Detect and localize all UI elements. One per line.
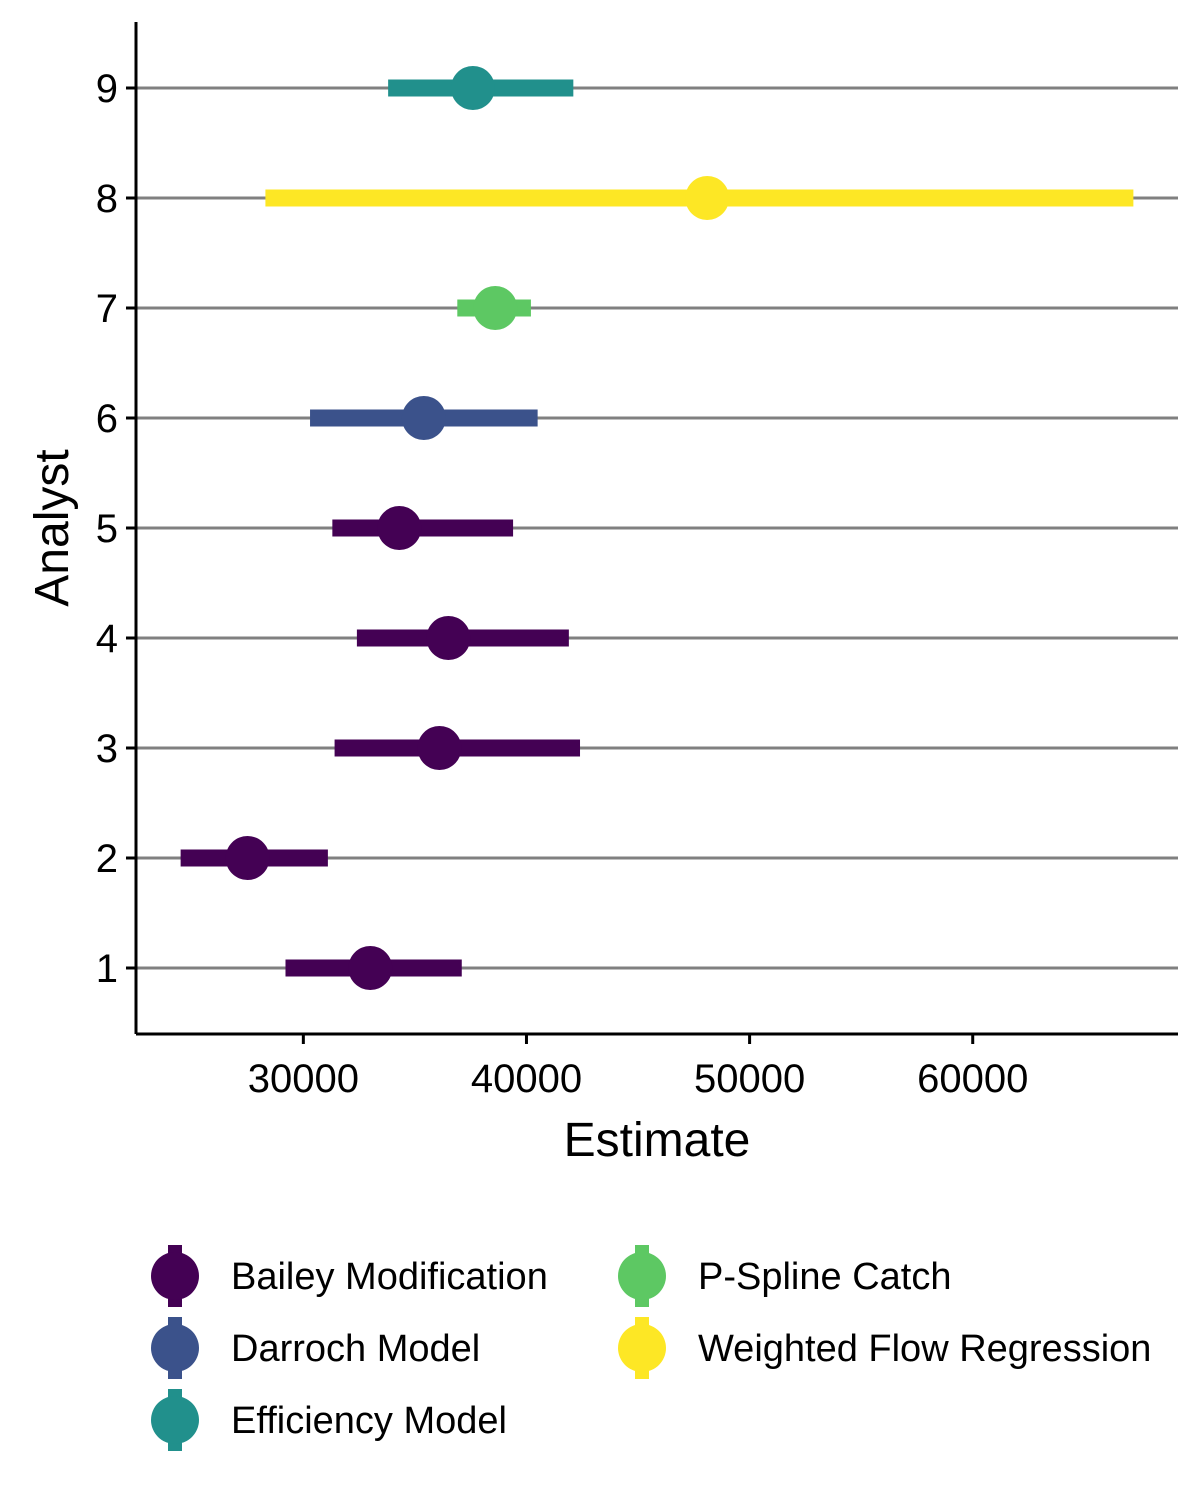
estimate-point-analyst-6: [401, 396, 446, 440]
estimate-point-analyst-9: [450, 66, 495, 110]
y-tick-label: 4: [96, 617, 118, 661]
legend-item-3: P-Spline Catch: [618, 1245, 951, 1307]
x-ticks: 30000 40000 50000 60000: [248, 1034, 1028, 1101]
y-tick-label: 3: [96, 727, 118, 771]
x-tick-label: 60000: [917, 1057, 1028, 1101]
legend-key-point: [618, 1252, 666, 1300]
estimate-point-analyst-3: [417, 726, 462, 770]
estimate-point-analyst-2: [225, 836, 270, 880]
y-tick-label: 7: [96, 287, 118, 331]
legend-label: P-Spline Catch: [698, 1256, 951, 1298]
estimate-point-analyst-7: [473, 286, 518, 330]
y-tick-label: 9: [96, 67, 118, 111]
y-tick-label: 5: [96, 507, 118, 551]
gridlines: [136, 86, 1178, 970]
legend-label: Weighted Flow Regression: [698, 1328, 1151, 1370]
y-tick-label: 1: [96, 947, 118, 991]
legend-label: Bailey Modification: [231, 1256, 548, 1298]
x-tick-label: 30000: [248, 1057, 359, 1101]
x-tick-label: 50000: [694, 1057, 805, 1101]
y-tick-label: 6: [96, 397, 118, 441]
legend-key-point: [151, 1396, 199, 1444]
estimate-point-analyst-4: [426, 616, 471, 660]
estimate-point-analyst-8: [685, 176, 730, 220]
estimate-points: [225, 66, 730, 990]
legend: Bailey Modification Darroch Model Efficien…: [151, 1245, 1151, 1451]
y-axis-title: Analyst: [26, 449, 79, 606]
legend-item-0: Bailey Modification: [151, 1245, 548, 1307]
legend-item-1: Darroch Model: [151, 1317, 480, 1379]
legend-key-point: [151, 1252, 199, 1300]
legend-label: Efficiency Model: [231, 1400, 507, 1442]
legend-label: Darroch Model: [231, 1328, 480, 1370]
y-ticks: 1 2 3 4 5 6 7 8 9: [96, 67, 136, 991]
x-axis-title: Estimate: [564, 1114, 751, 1167]
x-tick-label: 40000: [471, 1057, 582, 1101]
legend-item-2: Efficiency Model: [151, 1389, 507, 1451]
legend-key-point: [151, 1324, 199, 1372]
y-tick-label: 8: [96, 177, 118, 221]
legend-key-point: [618, 1324, 666, 1372]
legend-item-4: Weighted Flow Regression: [618, 1317, 1151, 1379]
y-tick-label: 2: [96, 837, 118, 881]
estimate-point-analyst-5: [377, 506, 422, 550]
estimate-point-analyst-1: [348, 946, 393, 990]
